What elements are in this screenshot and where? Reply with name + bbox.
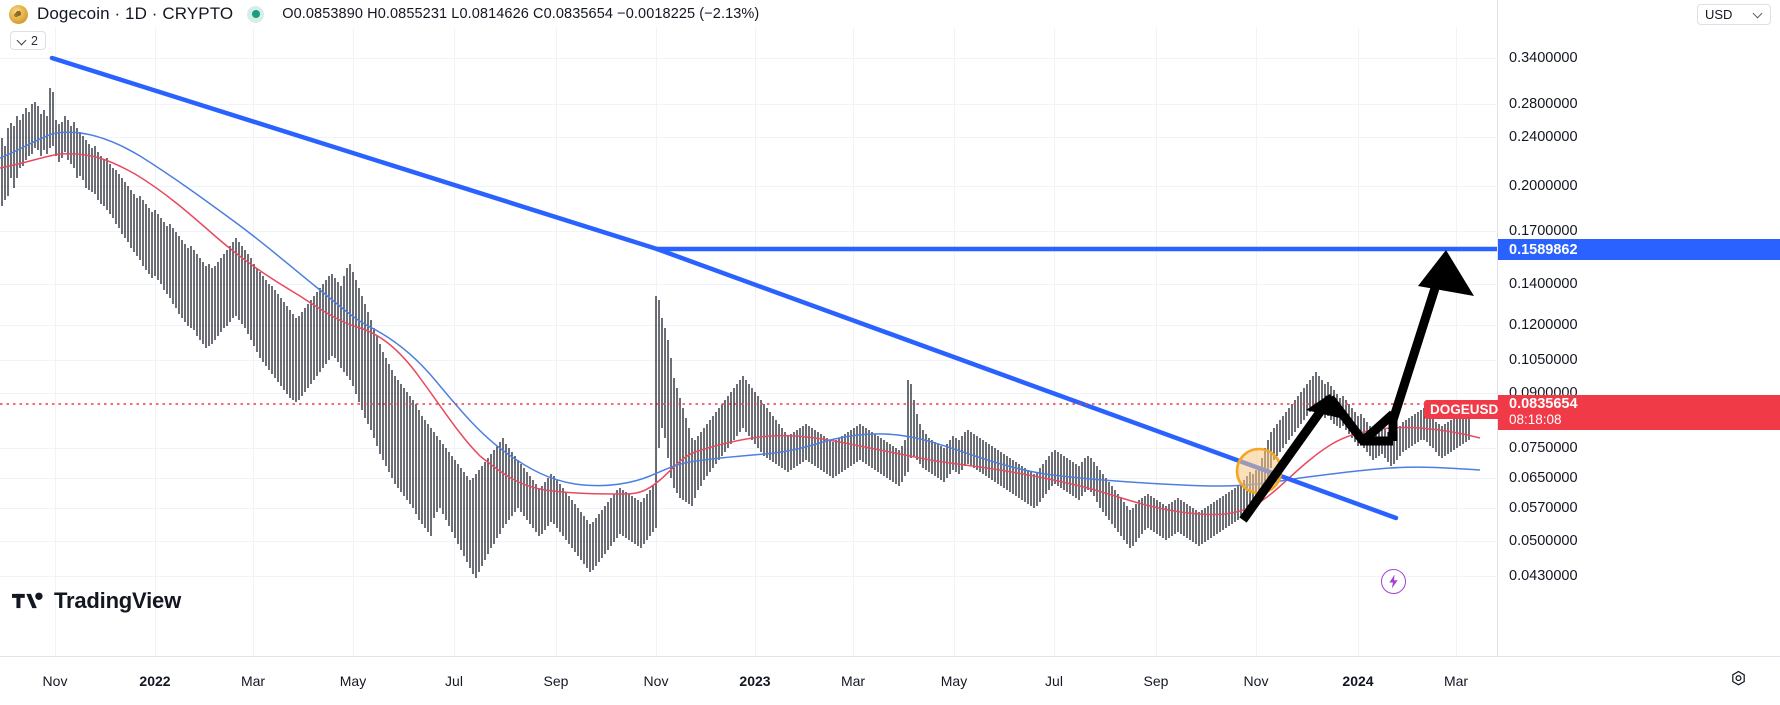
moving-average-blue [0,131,1481,487]
lightning-bolt-icon[interactable] [1381,569,1406,594]
gridline-vertical [954,28,955,656]
time-tick-label: 2022 [139,673,171,689]
last-price-symbol-chip[interactable]: DOGEUSD [1424,400,1505,419]
price-tick-label: 0.0500000 [1509,533,1578,549]
price-bars [1,88,1470,578]
market-open-dot-icon [247,5,265,23]
chart-settings-gear-icon[interactable] [1727,668,1749,690]
currency-label: USD [1705,7,1733,22]
layers-count-label: 2 [31,33,38,48]
gridline-horizontal [0,576,1497,577]
gridline-vertical [1456,28,1457,656]
gridline-vertical [1256,28,1257,656]
time-tick-label: Nov [1243,673,1269,689]
descending-resistance-upper [49,55,660,252]
time-tick-label: Nov [42,673,68,689]
time-tick-label: Jul [1045,673,1063,689]
time-tick-label: May [940,673,968,689]
time-tick-label: Jul [445,673,463,689]
time-tick-label: Sep [1143,673,1169,689]
gridline-vertical [55,28,56,656]
ohlc-legend: O0.0853890 H0.0855231 L0.0814626 C0.0835… [282,6,760,22]
time-axis[interactable]: Nov 2022 Mar May Jul Sep Nov 2023 Mar Ma… [0,656,1780,705]
time-tick-label: Mar [840,673,866,689]
chart-pane[interactable]: TradingView [0,28,1497,656]
gridline-vertical [1156,28,1157,656]
time-tick-label: 2023 [739,673,771,689]
price-tick-label: 0.1400000 [1509,276,1578,292]
moving-average-red [0,152,1481,516]
gridline-horizontal [0,325,1497,326]
price-tick-label: 0.1700000 [1509,223,1578,239]
price-tick-label: 0.2800000 [1509,96,1578,112]
gridline-vertical [755,28,756,656]
time-tick-label: Sep [543,673,569,689]
currency-selector[interactable]: USD [1697,4,1771,25]
gridline-horizontal [0,478,1497,479]
time-tick-label: Mar [240,673,266,689]
gridline-vertical [1358,28,1359,656]
gridline-horizontal [0,448,1497,449]
gridline-vertical [556,28,557,656]
price-tick-label: 0.0570000 [1509,500,1578,516]
target-price-tag[interactable]: 0.1589862 [1498,239,1780,260]
price-tick-label: 0.1050000 [1509,352,1578,368]
symbol-title[interactable]: Dogecoin · 1D · CRYPTO [37,4,234,23]
tradingview-logo-icon: TradingView [12,588,181,614]
price-tick-label: 0.2000000 [1509,178,1578,194]
dogecoin-icon [9,4,28,24]
gridline-horizontal [0,541,1497,542]
descending-resistance-lower [654,246,1399,521]
time-axis-separator [0,656,1780,657]
gridline-horizontal [0,231,1497,232]
time-tick-label: May [339,673,367,689]
bar-countdown: 08:18:08 [1509,411,1562,427]
price-tick-label: 0.0650000 [1509,470,1578,486]
watermark-brand: TradingView [54,588,181,613]
gridline-vertical [1054,28,1055,656]
time-tick-label: 2024 [1342,673,1374,689]
price-tick-label: 0.2400000 [1509,129,1578,145]
gridline-vertical [454,28,455,656]
gridline-horizontal [0,104,1497,105]
gridline-horizontal [0,508,1497,509]
time-tick-label: Nov [643,673,669,689]
layers-dropdown-button[interactable]: 2 [10,31,46,50]
chart-header: Dogecoin · 1D · CRYPTO O0.0853890 H0.085… [0,0,1780,28]
chart-series-canvas [0,55,1497,578]
last-price-value: 0.0835654 [1509,396,1578,412]
gridline-vertical [155,28,156,656]
gridline-horizontal [0,360,1497,361]
time-tick-label: Mar [1443,673,1469,689]
price-axis-separator [1497,0,1498,656]
gridline-horizontal [0,186,1497,187]
gridline-horizontal [0,137,1497,138]
projection-arrow-head-small [1306,394,1348,420]
price-tick-label: 0.0430000 [1509,568,1578,584]
last-price-tag[interactable]: 0.0835654 08:18:08 [1498,395,1780,431]
chevron-down-icon [1754,10,1763,19]
price-tick-label: 0.3400000 [1509,50,1578,66]
price-tick-label: 0.0750000 [1509,440,1578,456]
gridline-horizontal [0,58,1497,59]
price-tick-label: 0.1200000 [1509,317,1578,333]
gridline-vertical [853,28,854,656]
projection-arrow-head-large [1418,250,1474,296]
price-axis[interactable]: USD 0.3400000 0.2800000 0.2400000 0.2000… [1497,0,1780,656]
